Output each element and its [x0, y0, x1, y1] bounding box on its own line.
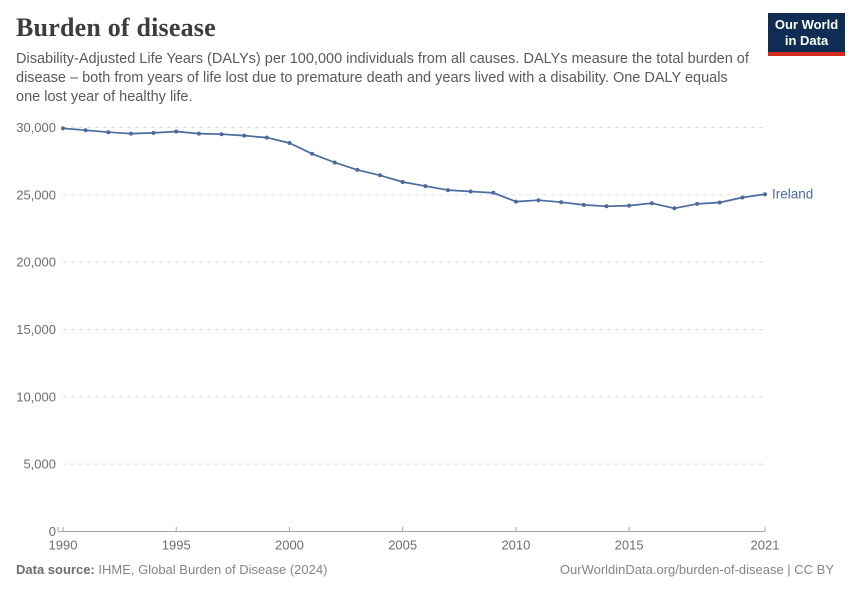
data-point [763, 192, 767, 197]
line-chart: 0 5,000 10,000 15,000 20,000 25,000 30,000 1990… [16, 120, 813, 553]
data-point [400, 180, 405, 184]
data-point [559, 200, 564, 205]
data-point [219, 132, 224, 137]
data-point [378, 173, 382, 178]
series-label: Ireland [772, 187, 813, 202]
y-tick-label: 15,000 [16, 322, 56, 337]
data-point [717, 200, 722, 205]
data-point [672, 206, 677, 211]
data-point [106, 130, 111, 135]
x-tick-label: 1995 [162, 538, 191, 553]
x-tick-label: 2021 [751, 538, 780, 553]
data-point [695, 201, 700, 206]
data-point [196, 131, 201, 136]
data-point [423, 184, 428, 189]
chart-header: Burden of disease Disability-Adjusted Li… [0, 0, 850, 107]
data-point [242, 133, 247, 138]
data-point [310, 151, 315, 156]
data-point [604, 204, 609, 209]
y-tick-label: 10,000 [16, 389, 56, 404]
data-point [61, 126, 65, 131]
y-tick-label: 0 [49, 524, 56, 539]
page-title: Burden of disease [16, 13, 216, 42]
y-tick-label: 25,000 [16, 187, 56, 202]
y-tick-label: 20,000 [16, 255, 56, 270]
data-point [649, 201, 654, 206]
data-point [174, 129, 179, 134]
y-tick-label: 5,000 [23, 457, 56, 472]
data-point [446, 188, 450, 193]
data-point [627, 203, 632, 208]
owid-logo: Our World in Data [768, 13, 845, 56]
data-point [332, 160, 337, 165]
data-point [287, 141, 292, 145]
data-point [151, 130, 156, 135]
data-source: Data source: IHME, Global Burden of Dise… [16, 562, 327, 577]
data-point [581, 202, 586, 207]
data-point [128, 131, 133, 136]
y-tick-label: 30,000 [16, 120, 56, 135]
chart-subtitle: Disability-Adjusted Life Years (DALYs) p… [16, 51, 749, 105]
data-point [513, 199, 518, 204]
chart-footer: Data source: IHME, Global Burden of Dise… [16, 562, 834, 577]
footer-link[interactable]: OurWorldinData.org/burden-of-disease | C… [559, 562, 834, 577]
chart-line-ireland [62, 127, 766, 210]
data-point [491, 190, 496, 195]
owid-logo-line1: Our World [774, 17, 839, 32]
data-point [264, 135, 269, 140]
data-point [468, 189, 473, 194]
owid-logo-line2: in Data [784, 33, 829, 48]
data-point [355, 167, 360, 172]
x-tick-label: 2000 [275, 538, 304, 553]
x-tick-label: 2005 [388, 538, 417, 553]
x-tick-label: 1990 [49, 538, 78, 553]
x-tick-label: 2010 [501, 538, 530, 553]
data-point [740, 195, 745, 200]
data-source-value: IHME, Global Burden of Disease (2024) [98, 562, 328, 577]
data-point [536, 198, 541, 203]
data-point [83, 128, 88, 133]
x-tick-label: 2015 [615, 538, 644, 553]
data-source-label: Data source: [16, 562, 95, 577]
